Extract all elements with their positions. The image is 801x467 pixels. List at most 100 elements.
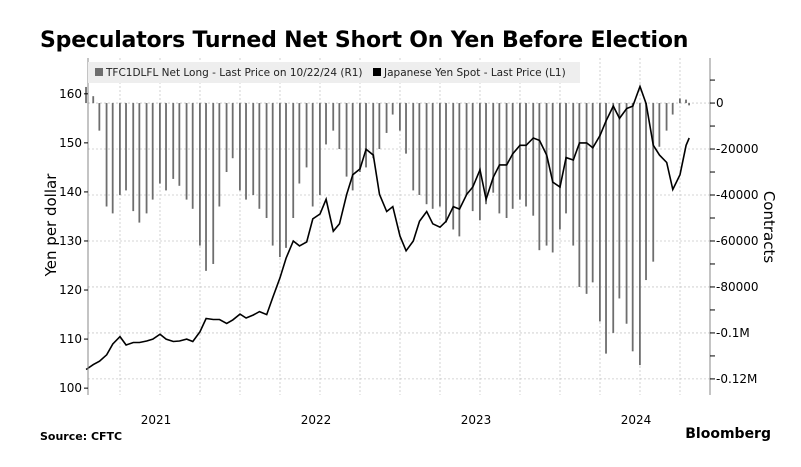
bar — [165, 103, 167, 191]
bar — [378, 103, 381, 150]
bar — [258, 103, 261, 209]
left-axis-tick-label: 140 — [59, 185, 82, 199]
bar — [572, 103, 575, 246]
legend-label-line: Japanese Yen Spot - Last Price (L1) — [383, 67, 566, 79]
bar — [639, 103, 641, 366]
bar — [405, 103, 407, 154]
bar — [351, 103, 354, 191]
bar — [231, 103, 234, 159]
bar — [225, 103, 228, 173]
bar — [688, 103, 690, 106]
bar — [431, 103, 434, 209]
bar — [298, 103, 301, 184]
right-axis-tick-label: -80000 — [716, 280, 759, 294]
right-axis-tick-label: 0 — [716, 96, 724, 110]
bar — [85, 86, 87, 104]
bar — [385, 103, 388, 133]
x-axis-tick-label: 2021 — [141, 413, 172, 427]
legend-label-bars: TFC1DLFL Net Long - Last Price on 10/22/… — [105, 67, 363, 79]
bar — [479, 103, 481, 221]
bar — [338, 103, 341, 150]
bar — [538, 103, 541, 251]
right-axis-tick-label: -40000 — [716, 188, 759, 202]
bar — [311, 103, 314, 207]
bar — [585, 103, 588, 294]
bar — [125, 103, 127, 191]
bar — [332, 103, 335, 131]
bar — [665, 103, 668, 131]
bar — [465, 103, 468, 196]
bar — [185, 103, 188, 200]
axes: 100 110 120 130 140 150 160 0 -20000 -40000 -60000… — [59, 58, 759, 427]
right-axis-tick-label: -0.12M — [716, 372, 757, 386]
legend-swatch-line — [373, 68, 381, 76]
left-axis-tick-label: 150 — [59, 136, 82, 150]
bar — [399, 103, 401, 131]
bar — [525, 103, 527, 207]
bar — [119, 103, 121, 196]
bar — [292, 103, 295, 218]
right-axis-label: Contracts — [760, 191, 778, 264]
bar — [505, 103, 508, 218]
bar — [485, 103, 487, 205]
bar — [105, 103, 108, 207]
bar — [239, 103, 241, 191]
x-axis-tick-label: 2022 — [301, 413, 332, 427]
bar — [252, 103, 255, 196]
line-series-yen — [85, 84, 690, 371]
bar — [458, 103, 461, 237]
bar — [345, 103, 348, 177]
bar — [671, 103, 674, 115]
bar-series — [85, 86, 690, 366]
bloomberg-logo: Bloomberg — [685, 426, 771, 442]
bar — [92, 96, 95, 104]
bar — [492, 103, 495, 193]
bar — [439, 103, 441, 207]
bar — [591, 103, 594, 283]
bar — [445, 103, 447, 223]
legend-swatch-bars — [95, 68, 103, 76]
bar — [519, 103, 521, 200]
bar — [391, 103, 394, 115]
bar — [372, 103, 375, 159]
left-axis-tick-label: 160 — [59, 87, 82, 101]
left-axis-tick-label: 110 — [59, 332, 82, 346]
bar — [138, 103, 141, 223]
bar — [599, 103, 601, 322]
right-axis-tick-label: -60000 — [716, 234, 759, 248]
source-note: Source: CFTC — [40, 430, 123, 443]
right-axis-tick-label: -0.1M — [716, 326, 750, 340]
bar — [245, 103, 247, 200]
left-axis-tick-label: 100 — [59, 381, 82, 395]
bar — [612, 103, 615, 333]
bar — [199, 103, 201, 246]
bar — [685, 99, 687, 104]
right-axis-tick-label: -20000 — [716, 142, 759, 156]
bar — [178, 103, 181, 186]
bar — [498, 103, 501, 214]
bar — [645, 103, 647, 281]
bar — [191, 103, 194, 209]
bar — [151, 103, 154, 200]
bar — [652, 103, 655, 262]
bar — [205, 103, 207, 271]
bar — [658, 103, 661, 147]
bar — [111, 103, 114, 214]
bar — [605, 103, 607, 354]
bar — [325, 103, 327, 145]
bar — [365, 103, 367, 168]
bar — [305, 103, 308, 168]
x-axis-tick-label: 2023 — [461, 413, 492, 427]
bar — [618, 103, 621, 299]
bar — [578, 103, 581, 287]
bar — [218, 103, 221, 207]
bar — [452, 103, 455, 230]
bar — [172, 103, 175, 179]
bar — [418, 103, 421, 196]
bar — [425, 103, 428, 205]
bar — [559, 103, 561, 230]
bar — [631, 103, 634, 352]
x-axis-tick-label: 2024 — [621, 413, 652, 427]
bar — [98, 103, 101, 131]
